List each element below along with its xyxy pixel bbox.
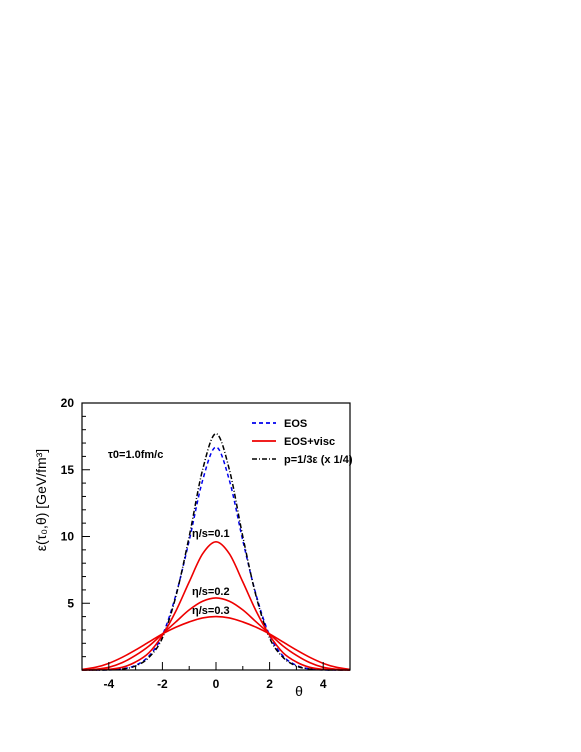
y-tick-label: 5 (67, 596, 74, 610)
y-tick-label: 20 (61, 396, 75, 410)
x-axis-title: θ (295, 683, 303, 699)
y-axis-title: ε(τ₀,θ) [GeV/fm³] (33, 449, 49, 551)
legend: EOS EOS+visc p=1/3ε (x 1/4) (252, 418, 353, 466)
y-tick-label: 15 (61, 463, 75, 477)
axis-ticks: -4 -2 0 2 4 5 10 15 20 (61, 396, 351, 691)
series-line-1 (81, 432, 351, 671)
x-tick-label: 0 (213, 677, 220, 691)
x-tick-label: -2 (157, 677, 168, 691)
annotation-eta-0-1: η/s=0.1 (192, 528, 230, 540)
x-tick-label: 4 (320, 677, 327, 691)
x-tick-label: 2 (266, 677, 273, 691)
series-line-2 (81, 541, 351, 671)
legend-label-ideal: p=1/3ε (x 1/4) (284, 454, 353, 466)
legend-label-eos-visc: EOS+visc (284, 436, 335, 448)
series-line-3 (81, 597, 351, 671)
x-tick-label: -4 (103, 677, 114, 691)
annotation-tau0: τ0=1.0fm/c (108, 449, 163, 461)
annotation-eta-0-3: η/s=0.3 (192, 605, 230, 617)
series-layer (81, 432, 351, 671)
y-tick-label: 10 (61, 530, 75, 544)
series-line-4 (81, 615, 351, 671)
annotation-eta-0-2: η/s=0.2 (192, 586, 230, 598)
series-line-0 (81, 446, 351, 671)
legend-label-eos: EOS (284, 418, 307, 430)
